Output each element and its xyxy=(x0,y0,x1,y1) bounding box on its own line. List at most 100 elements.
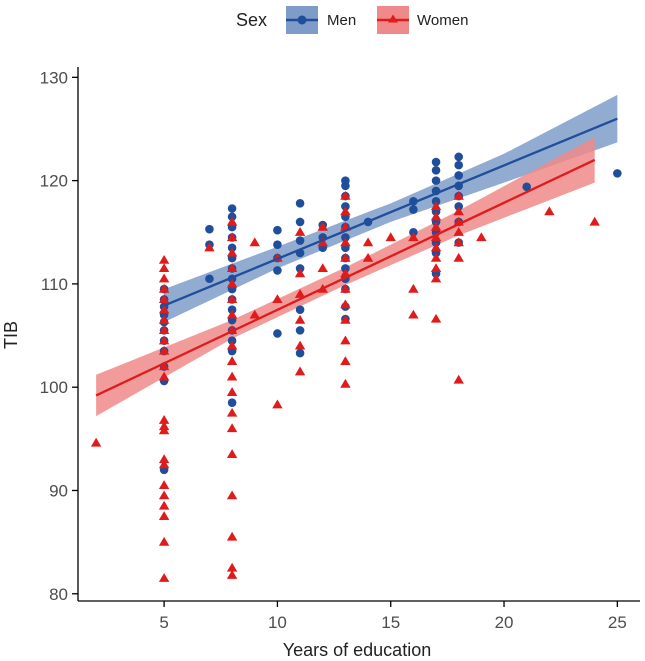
point-women xyxy=(158,490,170,500)
legend-marker-men xyxy=(297,15,307,25)
point-men xyxy=(273,266,282,275)
point-women xyxy=(158,325,170,335)
point-women xyxy=(226,340,238,350)
point-women xyxy=(453,206,464,216)
point-women xyxy=(430,313,442,323)
point-men xyxy=(227,204,237,213)
point-women xyxy=(430,221,442,231)
point-men xyxy=(454,171,464,180)
point-women xyxy=(158,263,170,273)
point-women xyxy=(158,536,170,546)
point-women xyxy=(226,371,238,381)
point-women xyxy=(226,531,238,541)
point-women xyxy=(158,371,170,381)
point-women xyxy=(158,304,170,314)
point-women xyxy=(340,206,351,216)
point-women xyxy=(430,263,442,273)
point-men xyxy=(454,160,464,170)
point-women xyxy=(294,340,306,350)
legend-title: Sex xyxy=(236,10,267,30)
point-women xyxy=(158,500,170,510)
point-women xyxy=(204,242,215,252)
point-women xyxy=(453,237,464,247)
point-women xyxy=(226,562,238,572)
x-tick-label: 20 xyxy=(495,613,514,632)
point-women xyxy=(408,232,419,242)
point-men xyxy=(295,236,305,245)
point-women xyxy=(362,252,374,262)
point-women xyxy=(294,366,306,376)
point-men xyxy=(273,240,282,249)
point-women xyxy=(340,335,351,345)
point-women xyxy=(226,569,238,579)
point-men xyxy=(273,329,282,338)
point-women xyxy=(544,206,555,216)
point-women xyxy=(385,232,396,242)
point-women xyxy=(226,356,238,366)
confidence-bands xyxy=(96,94,618,417)
point-women xyxy=(294,268,306,278)
point-women xyxy=(226,309,238,319)
point-women xyxy=(158,254,170,264)
point-women xyxy=(158,361,170,371)
point-women xyxy=(158,421,170,431)
point-women xyxy=(226,407,238,417)
point-women xyxy=(317,237,328,247)
point-men xyxy=(295,326,305,335)
x-axis-title: Years of education xyxy=(283,640,431,660)
point-women xyxy=(90,437,102,447)
point-women xyxy=(362,237,374,247)
point-women xyxy=(430,201,442,211)
point-women xyxy=(340,268,351,278)
point-men xyxy=(431,157,441,167)
point-women xyxy=(158,273,170,283)
point-women xyxy=(453,252,464,262)
point-women xyxy=(158,459,170,469)
point-women xyxy=(340,356,351,366)
point-women xyxy=(226,232,238,242)
point-women xyxy=(589,216,600,226)
point-women xyxy=(453,374,464,384)
point-women xyxy=(294,289,306,298)
point-women xyxy=(226,423,238,433)
fit-lines xyxy=(95,117,618,397)
point-women xyxy=(158,314,170,324)
y-tick-label: 80 xyxy=(49,585,68,604)
point-men xyxy=(431,176,441,185)
point-women xyxy=(476,232,487,242)
point-men xyxy=(431,165,441,175)
point-men xyxy=(409,205,418,214)
x-tick-label: 25 xyxy=(608,613,627,632)
x-tick-label: 10 xyxy=(268,613,287,632)
y-tick-label: 110 xyxy=(41,275,68,294)
point-men xyxy=(205,274,214,284)
legend-marker-women xyxy=(388,14,398,23)
fit-line-men xyxy=(163,117,618,307)
point-women xyxy=(453,190,464,200)
point-women xyxy=(226,490,238,500)
y-tick-label: 100 xyxy=(40,378,68,397)
point-men xyxy=(613,169,622,178)
point-women xyxy=(294,314,306,324)
point-women xyxy=(158,283,170,293)
point-men xyxy=(273,225,282,235)
point-women xyxy=(158,345,170,355)
point-women xyxy=(226,216,238,226)
point-men xyxy=(205,224,214,234)
point-women xyxy=(158,415,170,424)
point-women xyxy=(430,252,442,262)
point-women xyxy=(294,227,306,236)
y-axis-ticks: 80 90 100 110 120 130 xyxy=(40,68,78,604)
point-men xyxy=(295,199,305,208)
point-women xyxy=(226,294,238,304)
point-women xyxy=(430,242,442,252)
point-women xyxy=(430,273,442,283)
legend-label-women: Women xyxy=(417,12,468,29)
point-women xyxy=(430,232,442,242)
point-women xyxy=(272,399,283,409)
fit-line-women xyxy=(95,158,596,397)
point-women xyxy=(272,294,283,304)
point-women xyxy=(158,480,170,489)
y-axis-title: TIB xyxy=(1,321,21,349)
